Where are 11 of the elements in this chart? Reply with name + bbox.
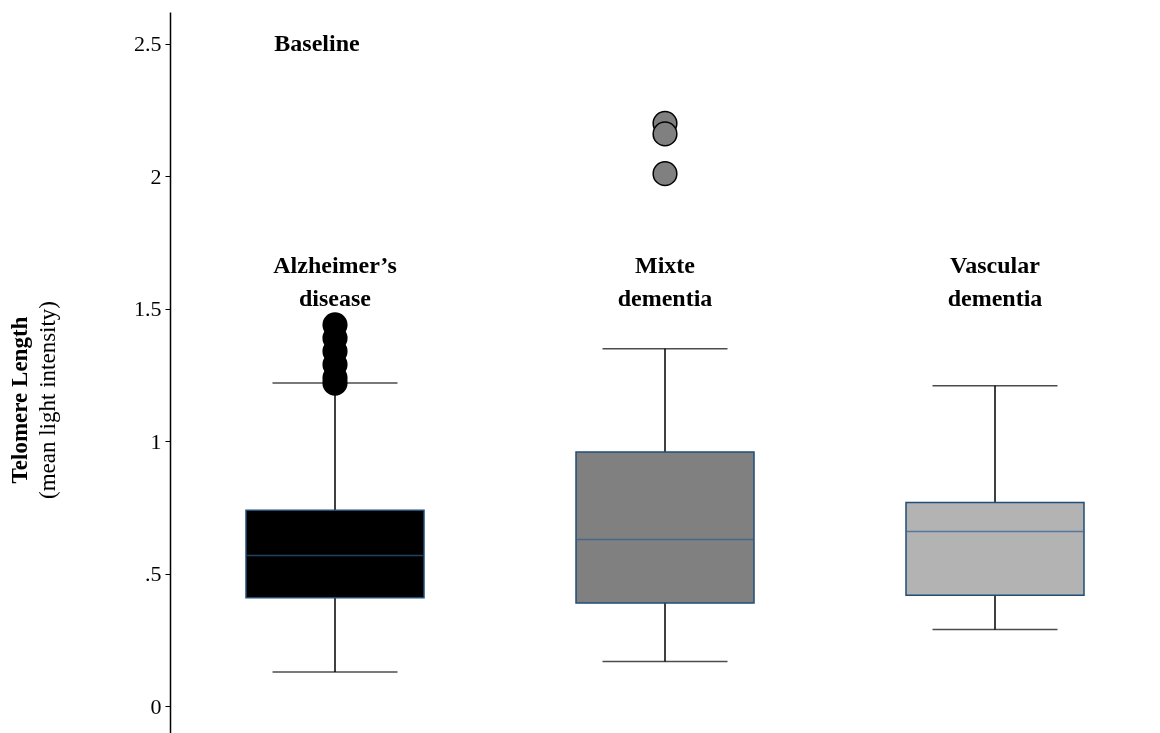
- annotation: Baseline: [274, 30, 361, 56]
- y-tick-label: .5: [145, 561, 162, 587]
- y-axis-title: Telomere Length (mean light intensity): [7, 300, 60, 500]
- x-tick-label: Vascular dementia: [947, 252, 1043, 311]
- y-tick-label: 1: [150, 428, 162, 454]
- y-tick-label: 2.5: [134, 31, 162, 57]
- y-tick-label: 0: [150, 693, 162, 719]
- y-tick-label: 1.5: [134, 296, 162, 322]
- y-tick-label: 2: [150, 163, 162, 189]
- x-tick-label: Alzheimer’s disease: [273, 252, 397, 311]
- x-tick-label: Mixte dementia: [617, 252, 713, 311]
